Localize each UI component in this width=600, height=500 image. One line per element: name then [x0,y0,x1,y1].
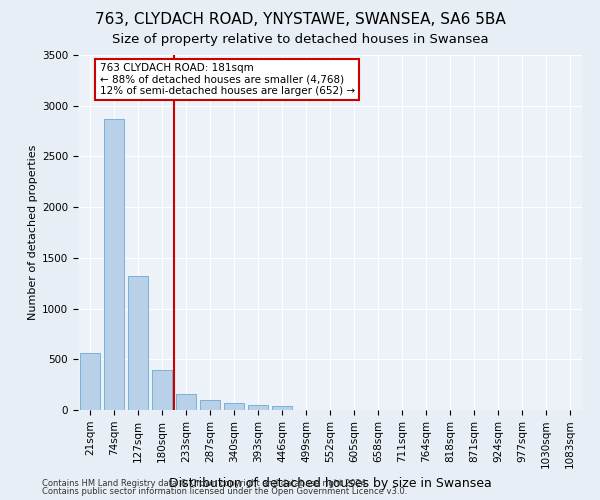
Bar [176,394,196,410]
Text: Contains HM Land Registry data © Crown copyright and database right 2024.: Contains HM Land Registry data © Crown c… [42,478,368,488]
Bar [152,370,172,410]
Bar [224,403,244,410]
X-axis label: Distribution of detached houses by size in Swansea: Distribution of detached houses by size … [169,476,491,490]
Bar [272,406,292,410]
Y-axis label: Number of detached properties: Number of detached properties [28,145,38,320]
Text: 763, CLYDACH ROAD, YNYSTAWE, SWANSEA, SA6 5BA: 763, CLYDACH ROAD, YNYSTAWE, SWANSEA, SA… [95,12,505,28]
Bar [248,405,268,410]
Bar [128,276,148,410]
Text: 763 CLYDACH ROAD: 181sqm
← 88% of detached houses are smaller (4,768)
12% of sem: 763 CLYDACH ROAD: 181sqm ← 88% of detach… [100,63,355,96]
Bar [104,119,124,410]
Bar [200,400,220,410]
Text: Size of property relative to detached houses in Swansea: Size of property relative to detached ho… [112,32,488,46]
Bar [80,353,100,410]
Text: Contains public sector information licensed under the Open Government Licence v3: Contains public sector information licen… [42,487,407,496]
